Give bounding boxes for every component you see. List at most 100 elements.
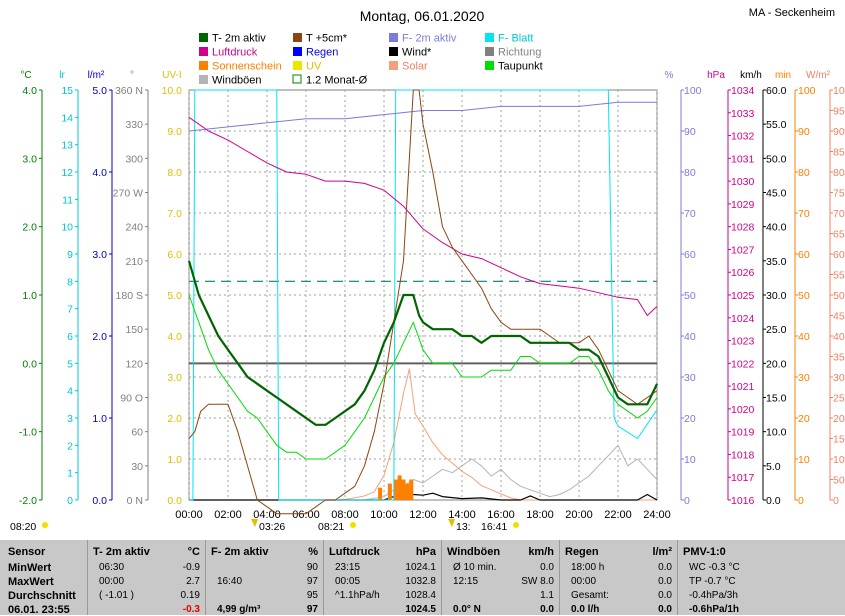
- axis-tick-label: 180 S: [116, 290, 143, 302]
- axis-tick-label: -1.0: [19, 427, 37, 439]
- axis-tick-label: 1021: [731, 381, 755, 393]
- axis-tick-label: 4.0: [167, 331, 182, 343]
- series-layer: [187, 89, 658, 515]
- axis-tick-label: 8: [67, 276, 73, 288]
- stat-row-label: MinWert: [8, 562, 52, 574]
- axis-tick-label: 6: [67, 331, 73, 343]
- sun-icon: [513, 522, 519, 528]
- axis-tick-label: 7: [67, 304, 73, 316]
- axis-tick-label: 360 N: [115, 85, 143, 97]
- x-tick-label: 18:00: [526, 509, 554, 521]
- series-line-f-2m-aktiv: [188, 101, 657, 132]
- axis-tick-label: 270 W: [113, 188, 143, 200]
- sunshine-bar: [387, 483, 392, 500]
- legend-label: Windböen: [212, 75, 262, 87]
- axis-unit-label: W/m²: [806, 70, 831, 81]
- legend-marker: [485, 33, 494, 42]
- legend-label: T- 2m aktiv: [212, 33, 266, 45]
- stat-cell-value: 1024.1: [405, 562, 436, 573]
- axis-tick-label: 1017: [731, 472, 755, 484]
- axis-tick-label: 70: [684, 208, 696, 220]
- axis-tick-label: 1027: [731, 244, 755, 256]
- axis-tick-label: 210: [125, 256, 143, 268]
- axis-tick-label: 1023: [731, 336, 755, 348]
- axis-tick-label: 90 O: [120, 393, 143, 405]
- legend-marker: [199, 75, 208, 84]
- legend-marker: [199, 61, 208, 70]
- axis-unit-label: °: [130, 70, 134, 81]
- axis-tick-label: 250: [833, 393, 845, 405]
- axis-tick-label: 10: [684, 454, 696, 466]
- stat-cell-value: -0.3: [182, 604, 200, 615]
- legend-marker: [293, 47, 302, 56]
- axis-tick-label: 900: [833, 126, 845, 138]
- x-tick-label: 20:00: [565, 509, 593, 521]
- stat-cell-value: SW 8.0: [521, 576, 554, 587]
- stat-column-head: T- 2m aktiv: [93, 546, 150, 558]
- axis-tick-label: 20.0: [766, 358, 787, 370]
- stat-separator: [323, 540, 324, 615]
- axis-tick-label: 750: [833, 188, 845, 200]
- x-tick-label: 00:00: [175, 509, 203, 521]
- stat-cell-value: 0.0: [658, 576, 672, 587]
- axis-tick-label: 9.0: [167, 126, 182, 138]
- axis-tick-label: 1016: [731, 495, 755, 507]
- stat-cell-value: 97: [306, 576, 318, 587]
- axis-tick-label: 9: [67, 249, 73, 261]
- axis-tick-label: 70: [798, 208, 810, 220]
- axis-tick-label: 10: [61, 222, 73, 234]
- axis-tick-label: -2.0: [19, 495, 37, 507]
- stat-cell-label: 4,99 g/m³: [217, 604, 261, 615]
- sunshine-bar: [401, 479, 406, 500]
- stat-cell-value: 90: [306, 562, 318, 573]
- axis-tick-label: 55.0: [766, 119, 787, 131]
- legend-label: Wind*: [402, 47, 432, 59]
- axis-tick-label: 1028: [731, 222, 755, 234]
- axis-tick-label: 100: [798, 85, 816, 97]
- statistics-panel: Sensor MinWert MaxWert Durchschnitt 06.01. 2…: [0, 540, 845, 616]
- axis-tick-label: 5.0: [92, 85, 107, 97]
- stat-cell-value: 0.0: [658, 604, 672, 615]
- axis-tick-label: 150: [125, 324, 143, 336]
- stat-cell-label: 23:15: [335, 562, 361, 573]
- axis-tick-label: 14: [61, 112, 73, 124]
- axis-tick-label: 60: [684, 249, 696, 261]
- sunshine-bar: [397, 475, 402, 500]
- axis-tick-label: 1029: [731, 199, 755, 211]
- stat-cell-label: -0.4hPa/3h: [689, 590, 738, 601]
- stat-cell-label: 18:00 h: [571, 562, 605, 573]
- axis-tick-label: 0: [67, 495, 73, 507]
- stat-separator: [87, 540, 88, 615]
- legend-label: T +5cm*: [306, 33, 348, 45]
- legend-marker: [293, 61, 302, 70]
- stat-cell-value: 95: [306, 590, 318, 601]
- axis-tick-label: 550: [833, 270, 845, 282]
- axis-tick-label: 4: [67, 386, 73, 398]
- stat-column-head: PMV-1:0: [683, 546, 726, 558]
- axis-tick-label: 3.0: [92, 249, 107, 261]
- x-tick-label: 24:00: [643, 509, 671, 521]
- stat-row-label: 06.01. 23:55: [8, 604, 70, 616]
- stat-cell-value: 1032.8: [405, 576, 436, 587]
- stat-cell-value: -0.9: [182, 562, 200, 573]
- axis-tick-label: 200: [833, 413, 845, 425]
- axis-unit-label: lr: [59, 70, 65, 81]
- axis-tick-label: 500: [833, 290, 845, 302]
- axis-tick-label: 350: [833, 352, 845, 364]
- stat-cell-label: TP -0.7 °C: [689, 576, 736, 587]
- axis-tick-label: 30: [798, 372, 810, 384]
- stat-column-unit: hPa: [415, 546, 436, 558]
- series-line-luftdruck: [188, 116, 658, 316]
- sunshine-bar: [378, 487, 383, 500]
- axis-tick-label: 1.0: [92, 413, 107, 425]
- stat-cell-label: Gesamt:: [571, 590, 609, 601]
- legend-label: 1.2 Monat-Ø: [306, 75, 368, 87]
- stat-column-head: Luftdruck: [329, 546, 380, 558]
- x-tick-label: 06:00: [292, 509, 320, 521]
- axis-tick-label: 100: [833, 454, 845, 466]
- stat-cell-value: 2.7: [186, 576, 200, 587]
- axis-tick-label: 6.0: [167, 249, 182, 261]
- axis-tick-label: 1025: [731, 290, 755, 302]
- axis-tick-label: 850: [833, 147, 845, 159]
